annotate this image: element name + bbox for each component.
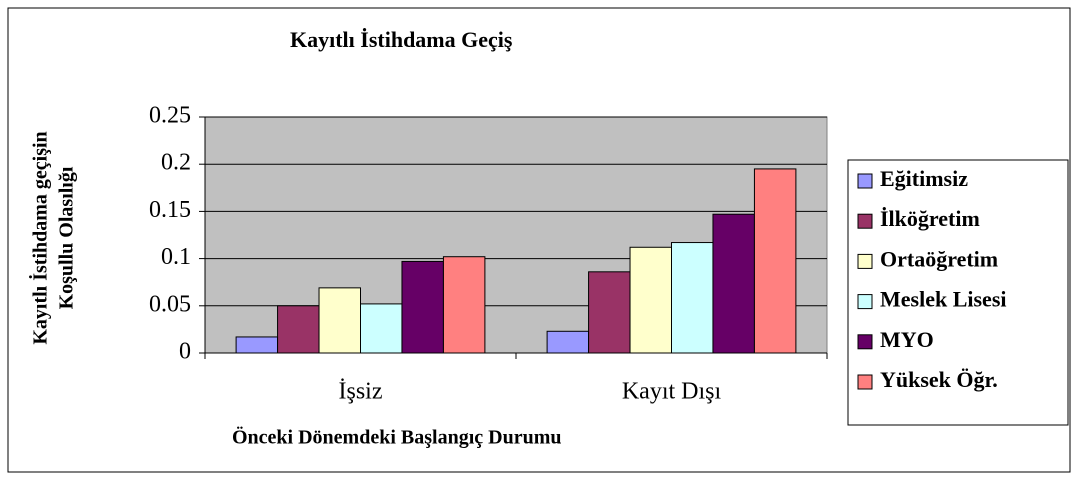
y-tick-label: 0.2 <box>161 150 191 176</box>
bar <box>712 213 755 354</box>
bar <box>277 305 320 354</box>
legend-label: Eğitimsiz <box>880 166 968 191</box>
y-tick-label: 0 <box>179 339 191 365</box>
legend-swatch <box>857 253 873 269</box>
y-tick-label: 0.25 <box>149 103 191 129</box>
legend-label: Yüksek Öğr. <box>880 367 998 392</box>
legend-swatch <box>857 294 873 310</box>
bar <box>588 271 631 354</box>
bar <box>401 260 444 354</box>
bar <box>318 287 361 354</box>
legend-label: MYO <box>880 327 934 352</box>
y-axis-title: Kayıtlı İstihdama geçişin <box>28 131 52 344</box>
bar <box>546 330 590 354</box>
bar <box>442 256 486 354</box>
chart-title: Kayıtlı İstihdama Geçiş <box>290 27 513 52</box>
y-tick-label: 0.1 <box>161 244 191 270</box>
y-tick-label: 0.05 <box>149 291 191 317</box>
legend-swatch <box>857 213 873 229</box>
x-tick-label: İşsiz <box>339 379 383 405</box>
legend-swatch <box>857 334 873 350</box>
y-axis-title: Koşullu Olasılığı <box>56 166 78 309</box>
y-tick-label: 0.15 <box>149 197 191 223</box>
bar <box>753 168 797 354</box>
bar <box>629 246 672 354</box>
x-axis-title: Önceki Dönemdeki Başlangıç Durumu <box>232 426 561 449</box>
x-tick-label: Kayıt Dışı <box>622 379 722 405</box>
legend-label: Ortaöğretim <box>880 246 998 271</box>
legend-label: Meslek Lisesi <box>880 287 1007 312</box>
legend-box <box>847 159 1069 426</box>
legend-label: İlköğretim <box>880 206 980 231</box>
bar <box>671 242 714 354</box>
bar <box>235 336 279 354</box>
bar <box>360 303 403 354</box>
legend-swatch <box>857 374 873 390</box>
legend-swatch <box>857 173 873 189</box>
